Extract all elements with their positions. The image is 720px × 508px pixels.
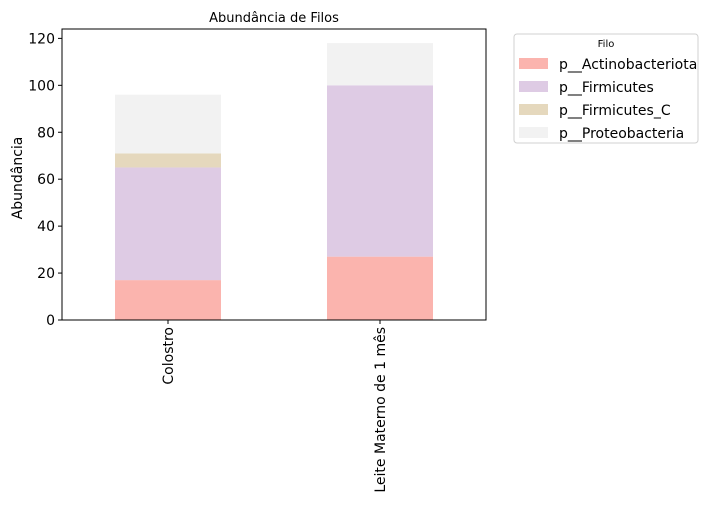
legend-swatch bbox=[519, 104, 548, 115]
chart-title: Abundância de Filos bbox=[209, 11, 339, 26]
legend: Filo p__Actinobacteriotap__Firmicutesp__… bbox=[513, 33, 699, 144]
x-axis: Colostro Leite Materno de 1 mês bbox=[161, 320, 389, 493]
bar-segment-1-1 bbox=[327, 85, 433, 257]
bar-segment-0-1 bbox=[327, 256, 433, 320]
bar-segment-3-1 bbox=[327, 43, 433, 86]
y-tick-label: 60 bbox=[37, 172, 55, 188]
y-axis-label: Abundância bbox=[10, 137, 26, 220]
legend-swatch bbox=[519, 81, 548, 92]
x-tick-label: Leite Materno de 1 mês bbox=[373, 327, 389, 493]
legend-label: p__Proteobacteria bbox=[559, 126, 684, 142]
y-tick-label: 20 bbox=[37, 266, 55, 282]
y-axis: 0 20 40 60 80 100 120 bbox=[28, 31, 62, 329]
bar-segment-2-0 bbox=[115, 153, 221, 168]
legend-title: Filo bbox=[598, 39, 615, 50]
legend-label: p__Firmicutes_C bbox=[559, 103, 671, 119]
legend-frame bbox=[513, 33, 699, 144]
y-tick-label: 120 bbox=[28, 31, 55, 47]
y-tick-label: 100 bbox=[28, 78, 55, 94]
y-tick-label: 80 bbox=[37, 125, 55, 141]
bar-segment-3-0 bbox=[115, 94, 221, 154]
x-tick-label: Colostro bbox=[161, 327, 177, 385]
legend-label: p__Firmicutes bbox=[559, 80, 654, 96]
bar-segment-1-0 bbox=[115, 167, 221, 281]
y-tick-label: 40 bbox=[37, 219, 55, 235]
legend-swatch bbox=[519, 127, 548, 138]
y-tick-label: 0 bbox=[46, 313, 55, 329]
legend-label: p__Actinobacteriota bbox=[559, 57, 697, 73]
legend-items: p__Actinobacteriota p__Firmicutes p__Firmi… bbox=[519, 57, 697, 142]
plot-frame bbox=[61, 28, 487, 321]
bar-segment-0-0 bbox=[115, 280, 221, 320]
legend-swatch bbox=[519, 58, 548, 69]
bars-layer bbox=[115, 43, 433, 320]
